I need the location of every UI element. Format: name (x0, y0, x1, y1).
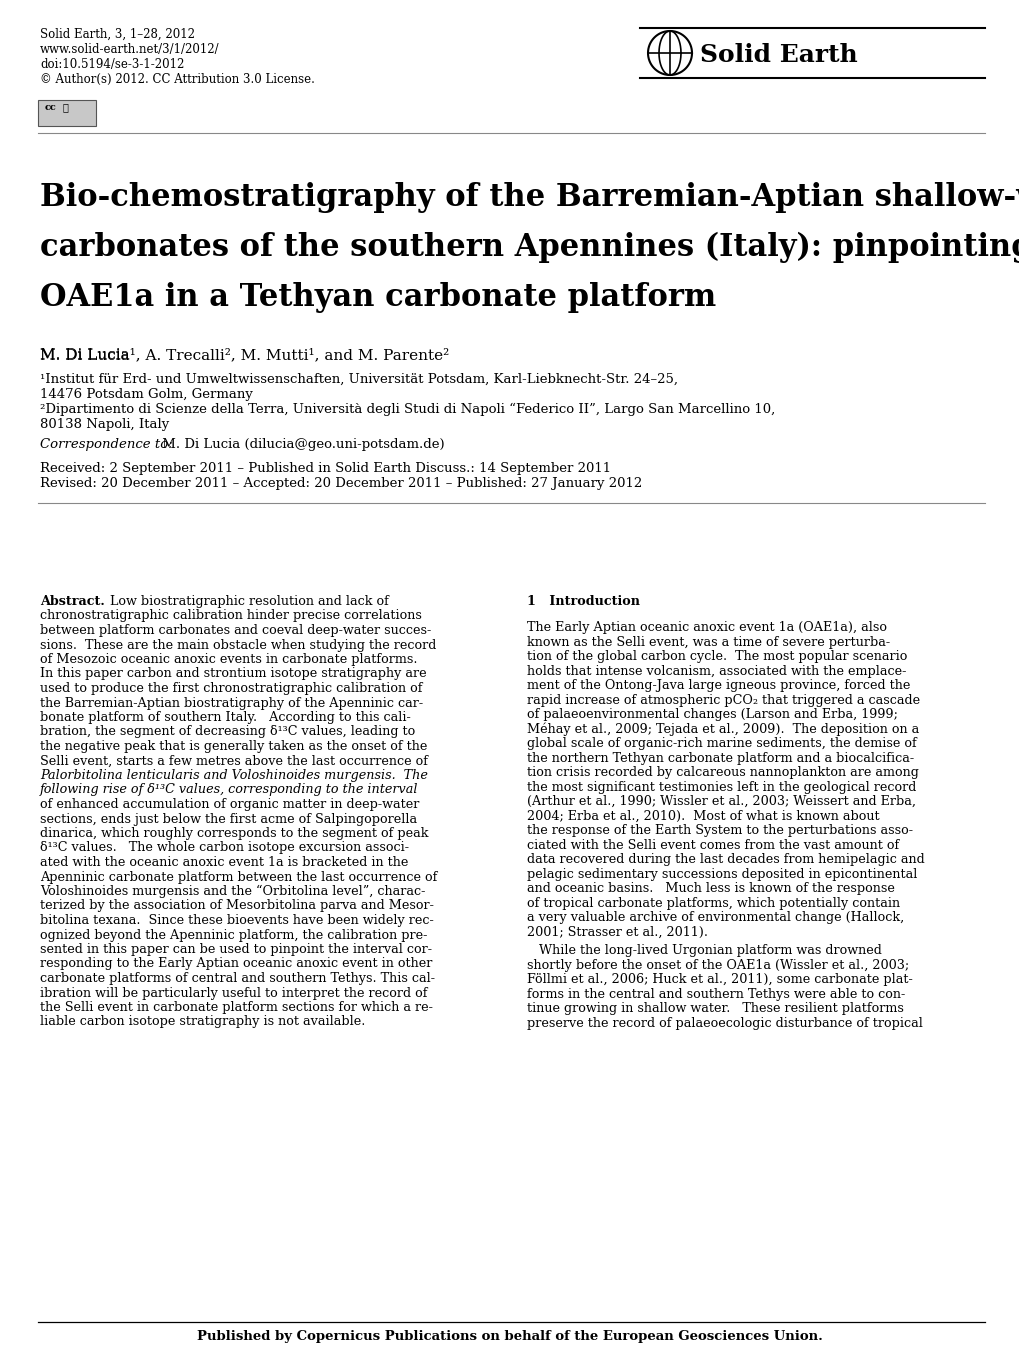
Text: ²Dipartimento di Scienze della Terra, Università degli Studi di Napoli “Federico: ²Dipartimento di Scienze della Terra, Un… (40, 404, 774, 416)
Text: M. Di Lucia: M. Di Lucia (40, 348, 129, 362)
Text: global scale of organic-rich marine sediments, the demise of: global scale of organic-rich marine sedi… (527, 737, 916, 751)
Text: Published by Copernicus Publications on behalf of the European Geosciences Union: Published by Copernicus Publications on … (197, 1330, 822, 1344)
Text: Palorbitolina lenticularis and Voloshinoides murgensis.  The: Palorbitolina lenticularis and Voloshino… (40, 769, 427, 781)
Text: cc: cc (45, 104, 57, 112)
Text: Solid Earth, 3, 1–28, 2012: Solid Earth, 3, 1–28, 2012 (40, 28, 195, 40)
Text: rapid increase of atmospheric pCO₂ that triggered a cascade: rapid increase of atmospheric pCO₂ that … (527, 694, 919, 706)
Text: ognized beyond the Apenninic platform, the calibration pre-: ognized beyond the Apenninic platform, t… (40, 928, 427, 942)
Text: Apenninic carbonate platform between the last occurrence of: Apenninic carbonate platform between the… (40, 870, 437, 884)
Text: 2004; Erba et al., 2010).  Most of what is known about: 2004; Erba et al., 2010). Most of what i… (527, 810, 878, 823)
Text: M. Di Lucia (dilucia@geo.uni-potsdam.de): M. Di Lucia (dilucia@geo.uni-potsdam.de) (158, 438, 444, 451)
Text: preserve the record of palaeoecologic disturbance of tropical: preserve the record of palaeoecologic di… (527, 1017, 922, 1030)
Text: known as the Selli event, was a time of severe perturba-: known as the Selli event, was a time of … (527, 636, 890, 648)
Text: data recovered during the last decades from hemipelagic and: data recovered during the last decades f… (527, 853, 924, 866)
Text: 14476 Potsdam Golm, Germany: 14476 Potsdam Golm, Germany (40, 387, 253, 401)
Text: ibration will be particularly useful to interpret the record of: ibration will be particularly useful to … (40, 986, 427, 999)
Text: Méhay et al., 2009; Tejada et al., 2009).  The deposition on a: Méhay et al., 2009; Tejada et al., 2009)… (527, 722, 918, 736)
Text: the Selli event in carbonate platform sections for which a re-: the Selli event in carbonate platform se… (40, 1001, 432, 1014)
Text: following rise of δ¹³C values, corresponding to the interval: following rise of δ¹³C values, correspon… (40, 784, 418, 796)
Text: ated with the oceanic anoxic event 1a is bracketed in the: ated with the oceanic anoxic event 1a is… (40, 855, 408, 869)
Text: (Arthur et al., 1990; Wissler et al., 2003; Weissert and Erba,: (Arthur et al., 1990; Wissler et al., 20… (527, 795, 915, 808)
Text: tinue growing in shallow water.   These resilient platforms: tinue growing in shallow water. These re… (527, 1002, 903, 1015)
Text: 1   Introduction: 1 Introduction (527, 594, 639, 608)
Text: Abstract.: Abstract. (40, 594, 105, 608)
Text: terized by the association of Mesorbitolina parva and Mesor-: terized by the association of Mesorbitol… (40, 900, 433, 912)
Text: ciated with the Selli event comes from the vast amount of: ciated with the Selli event comes from t… (527, 838, 899, 851)
Text: and oceanic basins.   Much less is known of the response: and oceanic basins. Much less is known o… (527, 882, 894, 896)
Text: dinarica, which roughly corresponds to the segment of peak: dinarica, which roughly corresponds to t… (40, 827, 428, 841)
Text: www.solid-earth.net/3/1/2012/: www.solid-earth.net/3/1/2012/ (40, 43, 219, 56)
Text: carbonate platforms of central and southern Tethys. This cal-: carbonate platforms of central and south… (40, 972, 434, 985)
Text: ⓘ: ⓘ (63, 104, 69, 112)
Text: the most significant testimonies left in the geological record: the most significant testimonies left in… (527, 780, 915, 794)
Text: Bio-chemostratigraphy of the Barremian-Aptian shallow-water: Bio-chemostratigraphy of the Barremian-A… (40, 182, 1019, 213)
Text: forms in the central and southern Tethys were able to con-: forms in the central and southern Tethys… (527, 989, 905, 1001)
Text: δ¹³C values.   The whole carbon isotope excursion associ-: δ¹³C values. The whole carbon isotope ex… (40, 842, 409, 854)
Text: liable carbon isotope stratigraphy is not available.: liable carbon isotope stratigraphy is no… (40, 1015, 365, 1029)
Text: the Barremian-Aptian biostratigraphy of the Apenninic car-: the Barremian-Aptian biostratigraphy of … (40, 697, 423, 710)
Text: shortly before the onset of the OAE1a (Wissler et al., 2003;: shortly before the onset of the OAE1a (W… (527, 959, 908, 972)
Text: OAE1a in a Tethyan carbonate platform: OAE1a in a Tethyan carbonate platform (40, 282, 715, 313)
Text: used to produce the first chronostratigraphic calibration of: used to produce the first chronostratigr… (40, 682, 422, 695)
Text: the negative peak that is generally taken as the onset of the: the negative peak that is generally take… (40, 740, 427, 753)
Text: of enhanced accumulation of organic matter in deep-water: of enhanced accumulation of organic matt… (40, 798, 419, 811)
Text: sections, ends just below the first acme of Salpingoporella: sections, ends just below the first acme… (40, 812, 417, 826)
Text: bonate platform of southern Italy.   According to this cali-: bonate platform of southern Italy. Accor… (40, 712, 411, 724)
Text: ment of the Ontong-Java large igneous province, forced the: ment of the Ontong-Java large igneous pr… (527, 679, 910, 693)
Text: Selli event, starts a few metres above the last occurrence of: Selli event, starts a few metres above t… (40, 755, 428, 768)
Text: tion crisis recorded by calcareous nannoplankton are among: tion crisis recorded by calcareous nanno… (527, 767, 918, 779)
Bar (38, 100, 96, 126)
Text: bitolina texana.  Since these bioevents have been widely rec-: bitolina texana. Since these bioevents h… (40, 915, 433, 927)
Text: In this paper carbon and strontium isotope stratigraphy are: In this paper carbon and strontium isoto… (40, 667, 426, 681)
Text: The Early Aptian oceanic anoxic event 1a (OAE1a), also: The Early Aptian oceanic anoxic event 1a… (527, 621, 887, 633)
Text: the northern Tethyan carbonate platform and a biocalcifica-: the northern Tethyan carbonate platform … (527, 752, 913, 764)
Text: Revised: 20 December 2011 – Accepted: 20 December 2011 – Published: 27 January 2: Revised: 20 December 2011 – Accepted: 20… (40, 477, 642, 490)
Text: carbonates of the southern Apennines (Italy): pinpointing the: carbonates of the southern Apennines (It… (40, 231, 1019, 264)
Text: pelagic sedimentary successions deposited in epicontinental: pelagic sedimentary successions deposite… (527, 868, 916, 881)
Text: of Mesozoic oceanic anoxic events in carbonate platforms.: of Mesozoic oceanic anoxic events in car… (40, 654, 417, 666)
Text: Voloshinoides murgensis and the “Orbitolina level”, charac-: Voloshinoides murgensis and the “Orbitol… (40, 885, 425, 898)
Text: 2001; Strasser et al., 2011).: 2001; Strasser et al., 2011). (527, 925, 707, 939)
Text: a very valuable archive of environmental change (Hallock,: a very valuable archive of environmental… (527, 911, 904, 924)
Text: Received: 2 September 2011 – Published in Solid Earth Discuss.: 14 September 201: Received: 2 September 2011 – Published i… (40, 461, 610, 475)
Text: sions.  These are the main obstacle when studying the record: sions. These are the main obstacle when … (40, 639, 436, 651)
Text: While the long-lived Urgonian platform was drowned: While the long-lived Urgonian platform w… (527, 944, 881, 958)
Text: responding to the Early Aptian oceanic anoxic event in other: responding to the Early Aptian oceanic a… (40, 958, 432, 971)
Text: of palaeoenvironmental changes (Larson and Erba, 1999;: of palaeoenvironmental changes (Larson a… (527, 707, 897, 721)
Text: tion of the global carbon cycle.  The most popular scenario: tion of the global carbon cycle. The mos… (527, 650, 907, 663)
Text: holds that intense volcanism, associated with the emplace-: holds that intense volcanism, associated… (527, 664, 906, 678)
Text: the response of the Earth System to the perturbations asso-: the response of the Earth System to the … (527, 824, 912, 837)
Text: Solid Earth: Solid Earth (699, 43, 857, 67)
Text: Correspondence to:: Correspondence to: (40, 438, 172, 451)
Text: doi:10.5194/se-3-1-2012: doi:10.5194/se-3-1-2012 (40, 58, 184, 71)
Text: Föllmi et al., 2006; Huck et al., 2011), some carbonate plat-: Föllmi et al., 2006; Huck et al., 2011),… (527, 974, 912, 986)
Text: bration, the segment of decreasing δ¹³C values, leading to: bration, the segment of decreasing δ¹³C … (40, 725, 415, 738)
Text: ¹Institut für Erd- und Umweltwissenschaften, Universität Potsdam, Karl-Liebknech: ¹Institut für Erd- und Umweltwissenschaf… (40, 373, 678, 386)
Text: of tropical carbonate platforms, which potentially contain: of tropical carbonate platforms, which p… (527, 897, 899, 909)
Text: sented in this paper can be used to pinpoint the interval cor-: sented in this paper can be used to pinp… (40, 943, 432, 956)
Text: 80138 Napoli, Italy: 80138 Napoli, Italy (40, 418, 169, 430)
Text: M. Di Lucia¹, A. Trecalli², M. Mutti¹, and M. Parente²: M. Di Lucia¹, A. Trecalli², M. Mutti¹, a… (40, 348, 448, 362)
Text: between platform carbonates and coeval deep-water succes-: between platform carbonates and coeval d… (40, 624, 431, 638)
Text: Low biostratigraphic resolution and lack of: Low biostratigraphic resolution and lack… (98, 594, 388, 608)
Text: chronostratigraphic calibration hinder precise correlations: chronostratigraphic calibration hinder p… (40, 609, 422, 623)
Text: © Author(s) 2012. CC Attribution 3.0 License.: © Author(s) 2012. CC Attribution 3.0 Lic… (40, 73, 315, 86)
